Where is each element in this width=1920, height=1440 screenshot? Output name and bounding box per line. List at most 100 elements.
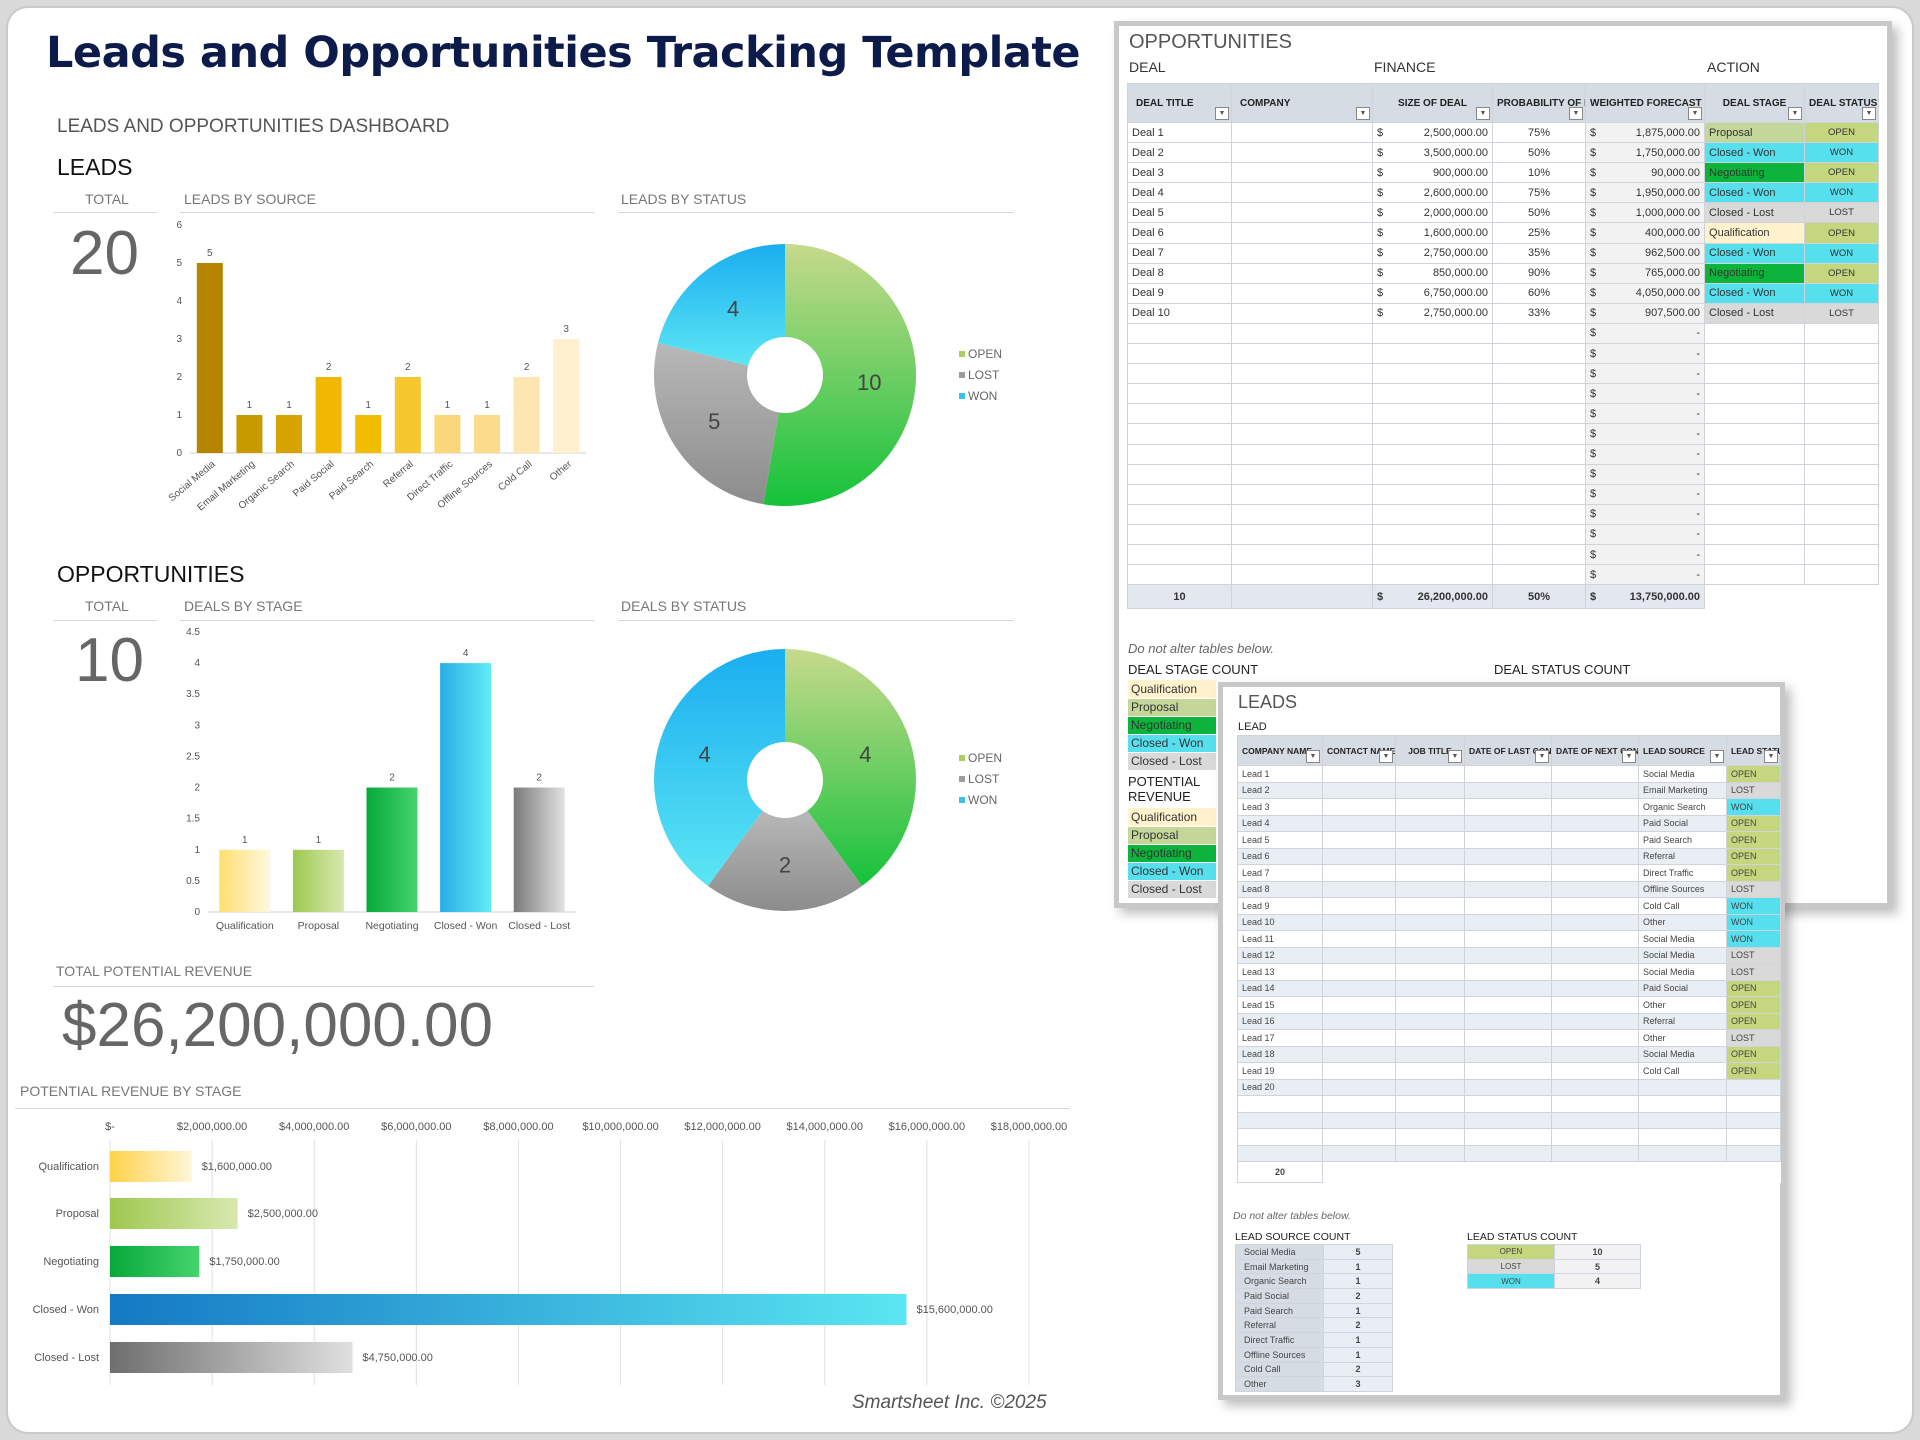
- lead-status-cell[interactable]: WON: [1726, 897, 1781, 915]
- deal-stage-cell[interactable]: [1704, 363, 1806, 385]
- deal-title-cell[interactable]: [1127, 463, 1232, 485]
- lead-detail-cell[interactable]: [1322, 1128, 1396, 1146]
- company-name-cell[interactable]: Lead 4: [1237, 814, 1323, 832]
- lead-status-cell[interactable]: OPEN: [1726, 864, 1781, 882]
- deal-size-cell[interactable]: [1398, 363, 1493, 385]
- probability-cell[interactable]: [1492, 503, 1586, 525]
- probability-cell[interactable]: 10%: [1492, 162, 1586, 184]
- lead-detail-cell[interactable]: [1551, 1128, 1639, 1146]
- deal-title-cell[interactable]: Deal 4: [1127, 182, 1232, 204]
- company-cell[interactable]: [1231, 162, 1373, 184]
- lead-detail-cell[interactable]: [1551, 897, 1639, 915]
- company-name-cell[interactable]: Lead 5: [1237, 831, 1323, 849]
- lead-detail-cell[interactable]: [1551, 1095, 1639, 1113]
- probability-cell[interactable]: 50%: [1492, 142, 1586, 164]
- company-name-cell[interactable]: Lead 18: [1237, 1045, 1323, 1063]
- deal-stage-cell[interactable]: [1704, 403, 1806, 425]
- probability-cell[interactable]: 35%: [1492, 242, 1586, 264]
- filter-dropdown-icon[interactable]: ▼: [1764, 750, 1778, 763]
- probability-cell[interactable]: [1492, 483, 1586, 505]
- lead-status-cell[interactable]: OPEN: [1726, 1012, 1781, 1030]
- lead-detail-cell[interactable]: [1464, 996, 1552, 1014]
- lead-detail-cell[interactable]: [1464, 1062, 1552, 1080]
- company-name-cell[interactable]: Lead 19: [1237, 1062, 1323, 1080]
- deal-stage-cell[interactable]: Closed - Won: [1704, 242, 1806, 264]
- lead-status-cell[interactable]: [1726, 1078, 1781, 1096]
- lead-detail-cell[interactable]: [1395, 864, 1465, 882]
- lead-source-cell[interactable]: Social Media: [1638, 946, 1727, 964]
- lead-source-cell[interactable]: Organic Search: [1638, 798, 1727, 816]
- company-cell[interactable]: [1231, 202, 1373, 224]
- lead-detail-cell[interactable]: [1395, 930, 1465, 948]
- probability-cell[interactable]: [1492, 443, 1586, 465]
- lead-detail-cell[interactable]: [1395, 814, 1465, 832]
- deal-title-cell[interactable]: [1127, 343, 1232, 365]
- lead-detail-cell[interactable]: [1464, 963, 1552, 981]
- probability-cell[interactable]: [1492, 363, 1586, 385]
- lead-detail-cell[interactable]: [1551, 880, 1639, 898]
- deal-size-cell[interactable]: [1398, 443, 1493, 465]
- deal-size-cell[interactable]: 850,000.00: [1398, 262, 1493, 284]
- lead-detail-cell[interactable]: [1322, 1095, 1396, 1113]
- deal-title-cell[interactable]: [1127, 322, 1232, 345]
- company-name-cell[interactable]: Lead 9: [1237, 897, 1323, 915]
- lead-detail-cell[interactable]: [1395, 1078, 1465, 1096]
- deal-title-cell[interactable]: Deal 2: [1127, 142, 1232, 164]
- lead-status-cell[interactable]: WON: [1726, 798, 1781, 816]
- lead-source-cell[interactable]: Social Media: [1638, 963, 1727, 981]
- lead-detail-cell[interactable]: [1395, 847, 1465, 865]
- company-cell[interactable]: [1231, 403, 1373, 425]
- company-name-cell[interactable]: [1237, 1128, 1323, 1146]
- lead-detail-cell[interactable]: [1551, 1029, 1639, 1047]
- lead-detail-cell[interactable]: [1551, 847, 1639, 865]
- deal-stage-cell[interactable]: Closed - Won: [1704, 182, 1806, 204]
- lead-status-cell[interactable]: LOST: [1726, 880, 1781, 898]
- lead-source-cell[interactable]: Other: [1638, 1029, 1727, 1047]
- company-cell[interactable]: [1231, 343, 1373, 365]
- lead-detail-cell[interactable]: [1395, 897, 1465, 915]
- deal-stage-cell[interactable]: [1704, 543, 1806, 566]
- deal-size-cell[interactable]: [1398, 423, 1493, 445]
- lead-source-cell[interactable]: Paid Social: [1638, 979, 1727, 997]
- lead-detail-cell[interactable]: [1551, 1012, 1639, 1030]
- lead-status-cell[interactable]: LOST: [1726, 781, 1781, 799]
- deal-title-cell[interactable]: [1127, 443, 1232, 465]
- lead-status-cell[interactable]: WON: [1726, 930, 1781, 948]
- deal-size-cell[interactable]: 1,600,000.00: [1398, 222, 1493, 244]
- deal-title-cell[interactable]: Deal 6: [1127, 222, 1232, 244]
- lead-source-cell[interactable]: Referral: [1638, 1012, 1727, 1030]
- lead-detail-cell[interactable]: [1551, 1144, 1639, 1162]
- probability-cell[interactable]: [1492, 343, 1586, 365]
- probability-cell[interactable]: [1492, 322, 1586, 345]
- deal-title-cell[interactable]: [1127, 483, 1232, 505]
- deal-size-cell[interactable]: 2,600,000.00: [1398, 182, 1493, 204]
- lead-detail-cell[interactable]: [1322, 864, 1396, 882]
- deal-size-cell[interactable]: [1398, 322, 1493, 345]
- lead-detail-cell[interactable]: [1322, 963, 1396, 981]
- lead-detail-cell[interactable]: [1464, 930, 1552, 948]
- lead-detail-cell[interactable]: [1551, 930, 1639, 948]
- deal-size-cell[interactable]: [1398, 343, 1493, 365]
- lead-detail-cell[interactable]: [1464, 864, 1552, 882]
- lead-detail-cell[interactable]: [1395, 1045, 1465, 1063]
- lead-detail-cell[interactable]: [1551, 946, 1639, 964]
- lead-detail-cell[interactable]: [1464, 1128, 1552, 1146]
- lead-detail-cell[interactable]: [1322, 847, 1396, 865]
- company-cell[interactable]: [1231, 222, 1373, 244]
- deal-size-cell[interactable]: [1398, 523, 1493, 545]
- deal-stage-cell[interactable]: [1704, 383, 1806, 405]
- probability-cell[interactable]: 75%: [1492, 182, 1586, 204]
- deal-stage-cell[interactable]: [1704, 423, 1806, 445]
- filter-dropdown-icon[interactable]: ▼: [1476, 107, 1490, 120]
- company-name-cell[interactable]: Lead 8: [1237, 880, 1323, 898]
- filter-dropdown-icon[interactable]: ▼: [1622, 750, 1636, 763]
- lead-detail-cell[interactable]: [1395, 880, 1465, 898]
- deal-title-cell[interactable]: [1127, 363, 1232, 385]
- lead-detail-cell[interactable]: [1551, 1078, 1639, 1096]
- deal-title-cell[interactable]: [1127, 383, 1232, 405]
- lead-detail-cell[interactable]: [1395, 1095, 1465, 1113]
- deal-title-cell[interactable]: Deal 7: [1127, 242, 1232, 264]
- lead-detail-cell[interactable]: [1322, 831, 1396, 849]
- lead-status-cell[interactable]: OPEN: [1726, 831, 1781, 849]
- lead-detail-cell[interactable]: [1322, 880, 1396, 898]
